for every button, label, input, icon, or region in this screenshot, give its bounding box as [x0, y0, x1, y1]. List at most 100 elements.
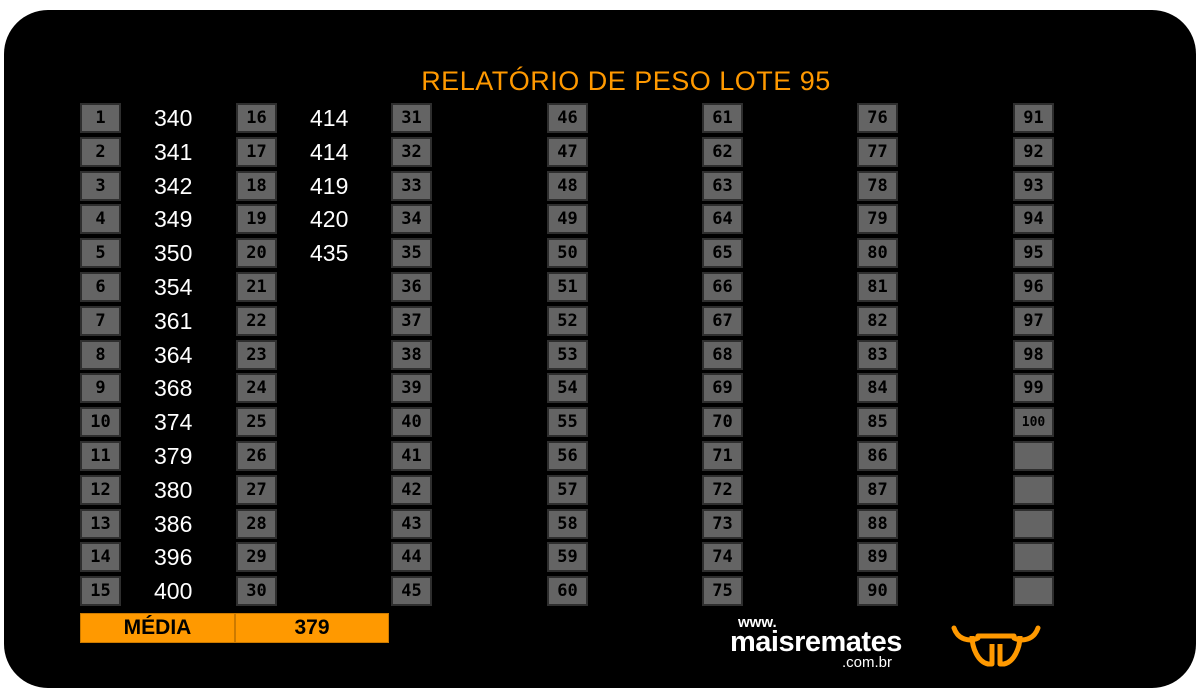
lot-number: 29	[236, 542, 277, 573]
grid-row: 72	[702, 474, 842, 505]
lot-number: 39	[391, 373, 432, 404]
lot-number: 2	[80, 136, 121, 167]
lot-number	[1013, 542, 1054, 573]
weight-value: 349	[154, 206, 193, 233]
grid-row: 37	[391, 305, 531, 336]
lot-number: 9	[80, 373, 121, 404]
grid-row: 69	[702, 373, 842, 404]
grid-row: 50	[547, 238, 687, 269]
grid-row: 30	[236, 576, 376, 607]
grid-row: 83	[857, 339, 997, 370]
grid-row: 35	[391, 238, 531, 269]
grid-row: 31	[391, 103, 531, 133]
lot-number: 85	[857, 407, 898, 438]
grid-row: 99	[1013, 373, 1153, 404]
grid-row	[1013, 440, 1153, 471]
grid-row: 62	[702, 136, 842, 167]
lot-number: 35	[391, 238, 432, 269]
lot-number: 58	[547, 508, 588, 539]
grid-row: 41	[391, 440, 531, 471]
weight-value: 386	[154, 510, 193, 537]
lot-number: 75	[702, 576, 743, 607]
lot-number: 95	[1013, 238, 1054, 269]
grid-row: 42	[391, 474, 531, 505]
lot-number: 31	[391, 103, 432, 133]
grid-row: 48	[547, 170, 687, 201]
weight-value: 354	[154, 273, 193, 300]
lot-number: 48	[547, 170, 588, 201]
grid-row	[1013, 508, 1153, 539]
lot-number: 98	[1013, 339, 1054, 370]
grid-row: 97	[1013, 305, 1153, 336]
lot-number: 33	[391, 170, 432, 201]
lot-number: 92	[1013, 136, 1054, 167]
lot-number: 73	[702, 508, 743, 539]
grid-column: 91 92 93 94 95 96 97 98 99 100	[1013, 103, 1153, 610]
grid-column: 1 340 2 341 3 342 4 349 5 350 6 354 7 361 8 364 9 368 10 37…	[80, 103, 220, 610]
lot-number: 97	[1013, 305, 1054, 336]
grid-row: 78	[857, 170, 997, 201]
lot-number	[1013, 474, 1054, 505]
lot-number: 80	[857, 238, 898, 269]
lot-number: 37	[391, 305, 432, 336]
grid-row: 47	[547, 136, 687, 167]
lot-number: 44	[391, 542, 432, 573]
lot-number: 12	[80, 474, 121, 505]
grid-row: 55	[547, 407, 687, 438]
lot-number: 50	[547, 238, 588, 269]
grid-row: 61	[702, 103, 842, 133]
lot-number: 28	[236, 508, 277, 539]
weight-value: 400	[154, 578, 193, 605]
grid-row: 80	[857, 238, 997, 269]
grid-row: 2 341	[80, 136, 220, 167]
lot-number: 21	[236, 271, 277, 302]
grid-row: 7 361	[80, 305, 220, 336]
grid-row: 71	[702, 440, 842, 471]
grid-row: 46	[547, 103, 687, 133]
lot-number: 32	[391, 136, 432, 167]
lot-number: 68	[702, 339, 743, 370]
grid-row: 25	[236, 407, 376, 438]
lot-number: 8	[80, 339, 121, 370]
grid-row	[1013, 542, 1153, 573]
report-card	[4, 10, 1196, 688]
grid-row: 70	[702, 407, 842, 438]
grid-row: 24	[236, 373, 376, 404]
lot-number: 42	[391, 474, 432, 505]
lot-number: 47	[547, 136, 588, 167]
lot-number: 83	[857, 339, 898, 370]
grid-row: 3 342	[80, 170, 220, 201]
grid-row: 18 419	[236, 170, 376, 201]
brand-logo-text[interactable]: www. maisremates .com.br	[730, 614, 910, 674]
lot-number: 82	[857, 305, 898, 336]
grid-row: 93	[1013, 170, 1153, 201]
lot-number: 1	[80, 103, 121, 133]
grid-row: 67	[702, 305, 842, 336]
grid-row: 43	[391, 508, 531, 539]
lot-number: 91	[1013, 103, 1054, 133]
grid-column: 16 414 17 414 18 419 19 420 20 435 21 22 23 24 25 26 27 2…	[236, 103, 376, 610]
lot-number: 78	[857, 170, 898, 201]
lot-number: 55	[547, 407, 588, 438]
brand-domain: .com.br	[842, 654, 893, 671]
grid-row: 44	[391, 542, 531, 573]
grid-row: 10 374	[80, 407, 220, 438]
weight-value: 379	[154, 442, 193, 469]
grid-row: 40	[391, 407, 531, 438]
grid-row: 28	[236, 508, 376, 539]
grid-row: 20 435	[236, 238, 376, 269]
lot-number: 59	[547, 542, 588, 573]
lot-number: 4	[80, 204, 121, 235]
lot-number: 60	[547, 576, 588, 607]
lot-number: 76	[857, 103, 898, 133]
lot-number: 70	[702, 407, 743, 438]
lot-number: 79	[857, 204, 898, 235]
lot-number: 25	[236, 407, 277, 438]
lot-number: 88	[857, 508, 898, 539]
grid-row: 87	[857, 474, 997, 505]
lot-number: 19	[236, 204, 277, 235]
grid-row: 58	[547, 508, 687, 539]
lot-number: 22	[236, 305, 277, 336]
weight-value: 414	[310, 138, 349, 165]
grid-row: 13 386	[80, 508, 220, 539]
